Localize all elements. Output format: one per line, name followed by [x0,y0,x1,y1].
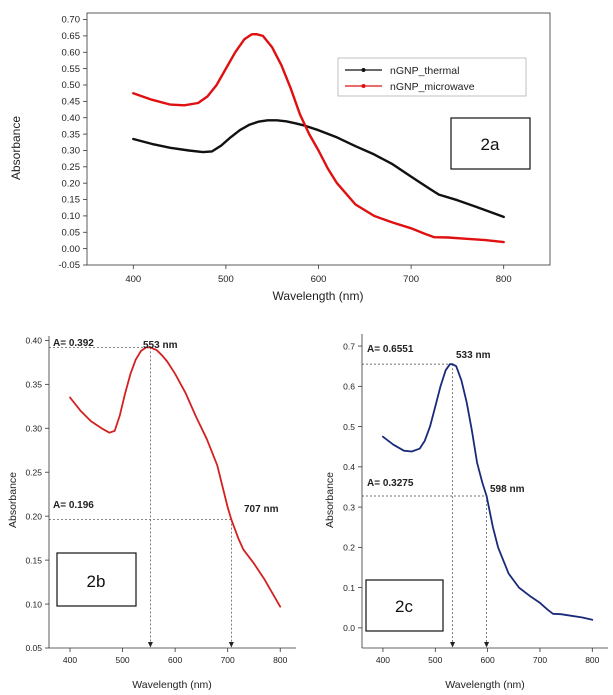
y-tick-label: 0.35 [62,129,81,140]
y-tick-label: 0.30 [25,423,42,433]
annotation-half-wavelength-2b: 707 nm [244,504,279,515]
x-tick-label: 500 [218,274,234,285]
guide-arrow-half [228,642,234,648]
x-tick-label: 700 [533,655,547,665]
y-tick-label: 0.7 [343,341,355,351]
legend-box-2a [337,57,527,97]
x-tick-label: 500 [428,655,442,665]
y-tick-label: 0.50 [62,80,81,91]
x-tick-label: 600 [481,655,495,665]
y-tick-label: 0.0 [343,623,355,633]
y-axis-label-2b: Absorbance [7,472,19,528]
y-tick-label: 0.15 [62,195,81,206]
x-tick-label: 700 [221,655,235,665]
y-tick-label: 0.70 [62,15,81,26]
annotation-peak-wavelength-2b: 553 nm [143,340,178,351]
x-tick-label: 700 [403,274,419,285]
x-tick-label: 600 [168,655,182,665]
x-tick-label: 400 [63,655,77,665]
panel-label-2b: 2b [87,572,106,591]
y-tick-label: 0.10 [25,599,42,609]
y-tick-label: 0.25 [62,162,81,173]
y-tick-label: 0.40 [25,336,42,346]
panel-label-2a: 2a [481,135,500,154]
y-tick-label: 0.6 [343,382,355,392]
x-tick-label: 500 [115,655,129,665]
annotation-peak-wavelength-2c: 533 nm [456,350,491,361]
y-tick-label: 0.3 [343,502,355,512]
y-tick-label: 0.00 [62,244,81,255]
panel-label-box-2c [365,579,444,632]
y-tick-label: 0.40 [62,113,81,124]
guide-arrow-peak [147,642,153,648]
annotation-a-half-2b: A= 0.196 [53,500,94,511]
y-tick-label: 0.35 [25,380,42,390]
x-axis-label-2c: Wavelength (nm) [445,679,525,691]
guide-arrow-peak [450,642,456,648]
x-tick-label: 800 [585,655,599,665]
panel-label-box-2a [450,117,531,170]
legend-label-microwave: nGNP_microwave [390,81,475,93]
annotation-a-peak-2b: A= 0.392 [53,338,94,349]
y-tick-label: 0.2 [343,543,355,553]
series-line-trace-0 [69,346,282,608]
panel-label-2c: 2c [395,597,413,616]
y-tick-label: 0.15 [25,555,42,565]
x-tick-label: 800 [273,655,287,665]
x-tick-label: 400 [376,655,390,665]
y-tick-label: 0.55 [62,64,81,75]
annotation-a-half-2c: A= 0.3275 [367,478,414,489]
y-tick-label: 0.30 [62,146,81,157]
y-tick-label: 0.25 [25,467,42,477]
x-axis-label-2a: Wavelength (nm) [273,289,364,303]
y-tick-label: 0.10 [62,211,81,222]
chart-2b: 400 500 600 700 800 0.05 0.10 0.15 0.20 0.25 0.30 0… [7,336,296,691]
annotation-a-peak-2c: A= 0.6551 [367,344,414,355]
legend-marker-microwave [361,84,366,88]
annotation-half-wavelength-2c: 598 nm [490,484,525,495]
legend-2a: nGNP_thermal nGNP_microwave [337,57,527,97]
guide-arrow-half [484,642,490,648]
x-tick-label: 400 [125,274,141,285]
y-tick-label: 0.5 [343,422,355,432]
legend-marker-thermal [361,68,366,72]
chart-2c: 400 500 600 700 8000.00.10.20.30.40.50.60.7 … [324,334,608,691]
series-line-nGNP_thermal [132,119,505,219]
y-tick-label: 0.20 [25,511,42,521]
x-tick-label: 800 [496,274,512,285]
y-tick-label: 0.20 [62,178,81,189]
y-tick-label: 0.05 [62,227,81,238]
y-axis-label-2c: Absorbance [324,472,336,528]
y-tick-label: 0.4 [343,462,355,472]
y-tick-label: 0.1 [343,583,355,593]
y-tick-label: 0.65 [62,31,81,42]
y-tick-label: 0.45 [62,97,81,108]
y-tick-label: 0.60 [62,47,81,58]
x-tick-label: 600 [311,274,327,285]
x-axis-label-2b: Wavelength (nm) [132,679,212,691]
series-line-nGNP_microwave [132,33,505,244]
chart-2a: 400 500 600 700 800 -0.05 0.00 0.05 0.10 0.15 0.20… [9,12,551,303]
panel-label-box-2b [56,552,137,607]
y-tick-label: 0.05 [25,643,42,653]
legend-label-thermal: nGNP_thermal [390,65,459,77]
y-axis-label-2a: Absorbance [9,116,23,180]
y-tick-label: -0.05 [58,260,80,271]
series-line-trace-0 [382,363,594,621]
